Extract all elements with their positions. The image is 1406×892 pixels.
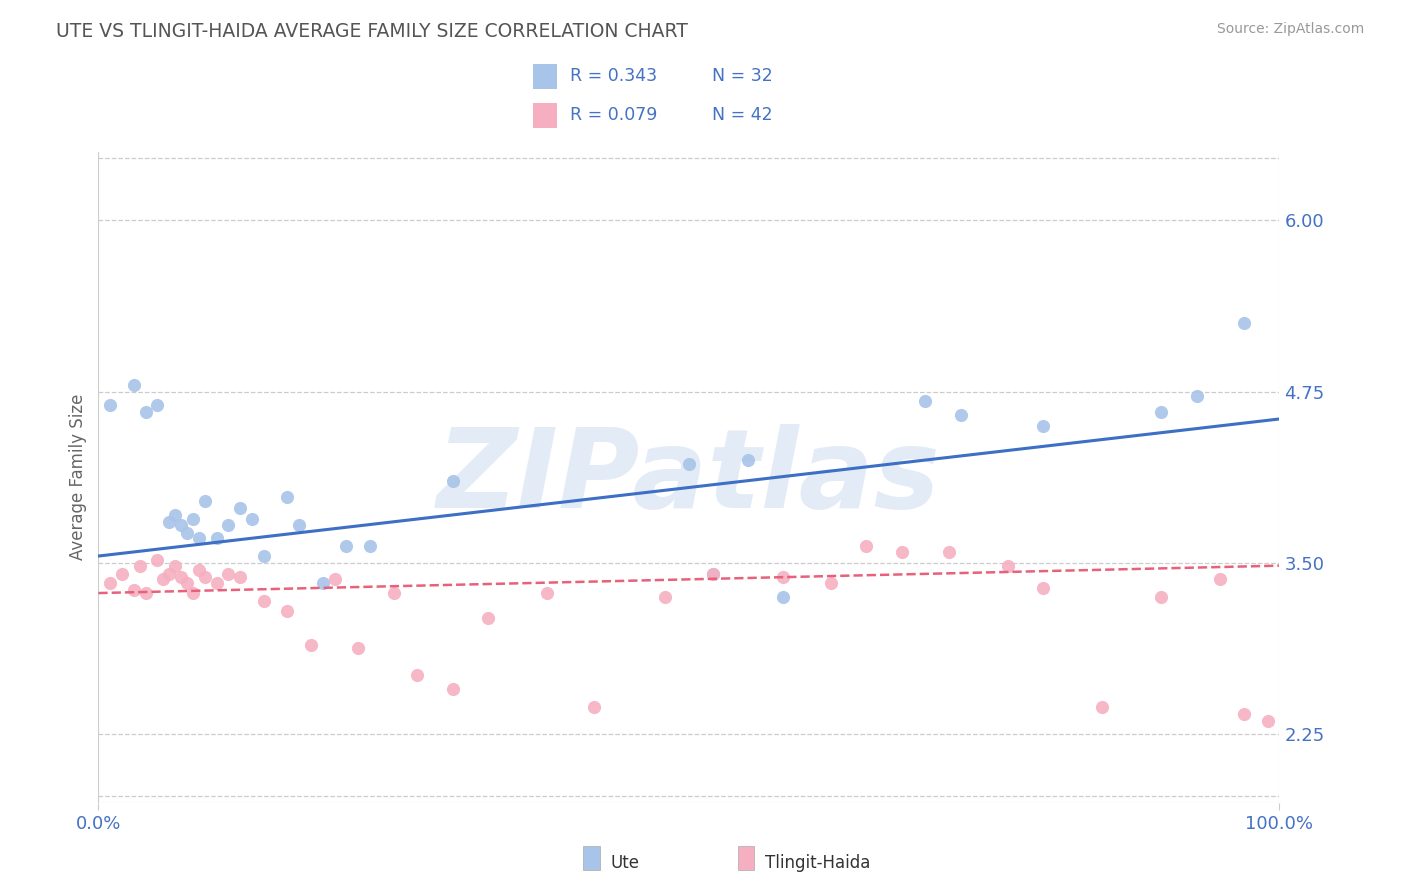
Point: [890, 545, 912, 559]
Point: [1091, 699, 1114, 714]
Point: [678, 457, 700, 471]
Point: [146, 398, 169, 412]
Point: [914, 394, 936, 409]
Point: [187, 563, 209, 577]
Point: [312, 576, 335, 591]
Point: [406, 668, 429, 682]
Point: [157, 566, 180, 581]
Point: [949, 408, 972, 422]
Point: [276, 604, 298, 618]
Point: [165, 558, 187, 573]
Point: [1150, 590, 1173, 604]
Point: [253, 549, 276, 563]
Point: [1032, 418, 1054, 433]
Point: [335, 540, 357, 554]
Point: [1150, 405, 1173, 419]
Point: [122, 377, 145, 392]
Point: [1257, 714, 1279, 728]
Point: [205, 576, 228, 591]
Text: UTE VS TLINGIT-HAIDA AVERAGE FAMILY SIZE CORRELATION CHART: UTE VS TLINGIT-HAIDA AVERAGE FAMILY SIZE…: [56, 22, 688, 41]
Point: [240, 512, 263, 526]
Point: [111, 566, 134, 581]
Point: [1185, 389, 1208, 403]
Point: [135, 405, 157, 419]
Point: [359, 540, 381, 554]
Point: [702, 566, 724, 581]
Text: N = 32: N = 32: [711, 68, 773, 86]
Point: [253, 594, 276, 608]
Point: [702, 566, 724, 581]
Point: [938, 545, 960, 559]
Point: [152, 572, 174, 586]
Point: [229, 569, 252, 583]
Point: [122, 583, 145, 598]
Point: [772, 569, 794, 583]
Point: [536, 586, 558, 600]
Point: [98, 398, 121, 412]
Text: N = 42: N = 42: [711, 106, 773, 124]
Point: [217, 517, 239, 532]
Point: [1233, 316, 1256, 330]
Point: [382, 586, 405, 600]
Point: [855, 540, 877, 554]
Point: [194, 494, 217, 508]
Point: [997, 558, 1019, 573]
Bar: [533, 103, 557, 128]
Bar: [533, 63, 557, 89]
Point: [654, 590, 676, 604]
Point: [477, 611, 499, 625]
Point: [347, 640, 370, 655]
Point: [205, 531, 228, 545]
Point: [170, 569, 193, 583]
Point: [170, 517, 193, 532]
Text: Ute: Ute: [610, 854, 640, 871]
Point: [176, 576, 198, 591]
Point: [187, 531, 209, 545]
Text: ZIPatlas: ZIPatlas: [437, 424, 941, 531]
Text: R = 0.343: R = 0.343: [569, 68, 657, 86]
Point: [98, 576, 121, 591]
Point: [165, 508, 187, 522]
Point: [820, 576, 842, 591]
Point: [128, 558, 150, 573]
Point: [1233, 706, 1256, 721]
Point: [229, 501, 252, 516]
Point: [146, 553, 169, 567]
Point: [441, 474, 464, 488]
Point: [157, 515, 180, 529]
Point: [288, 517, 311, 532]
Point: [1032, 581, 1054, 595]
Point: [299, 638, 322, 652]
Point: [1209, 572, 1232, 586]
Point: [194, 569, 217, 583]
Point: [135, 586, 157, 600]
Point: [217, 566, 239, 581]
Y-axis label: Average Family Size: Average Family Size: [69, 394, 87, 560]
Point: [323, 572, 346, 586]
Text: R = 0.079: R = 0.079: [569, 106, 657, 124]
Point: [772, 590, 794, 604]
Point: [583, 699, 606, 714]
Text: Source: ZipAtlas.com: Source: ZipAtlas.com: [1216, 22, 1364, 37]
Point: [441, 681, 464, 696]
Point: [176, 525, 198, 540]
Text: Tlingit-Haida: Tlingit-Haida: [765, 854, 870, 871]
Point: [181, 586, 204, 600]
Point: [181, 512, 204, 526]
Point: [276, 490, 298, 504]
Point: [737, 453, 759, 467]
